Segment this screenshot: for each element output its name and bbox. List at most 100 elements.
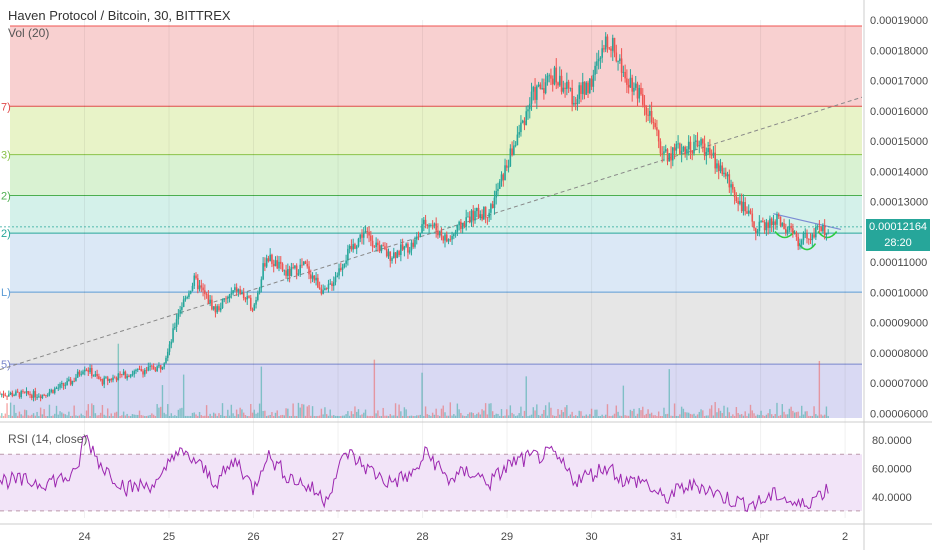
- volume-bar: [596, 409, 598, 418]
- volume-bar: [68, 411, 70, 418]
- volume-bar: [322, 414, 324, 418]
- volume-bar: [304, 415, 307, 418]
- candle: [361, 234, 363, 238]
- candle: [474, 211, 476, 221]
- candle: [106, 377, 109, 381]
- volume-indicator-label[interactable]: Vol (20): [8, 26, 50, 40]
- candle: [453, 234, 455, 237]
- candle: [4, 395, 7, 397]
- volume-bar: [578, 410, 580, 418]
- volume-bar: [394, 403, 397, 418]
- candle: [558, 75, 561, 86]
- volume-bar: [371, 415, 374, 418]
- candle: [341, 267, 344, 270]
- candle: [823, 225, 826, 235]
- candle: [802, 233, 805, 241]
- candle: [45, 394, 47, 396]
- volume-bar: [566, 405, 568, 418]
- volume-bar: [633, 408, 635, 418]
- candle: [124, 371, 127, 379]
- candle: [527, 109, 529, 112]
- candle: [135, 369, 137, 372]
- volume-bar: [193, 412, 195, 418]
- fib-level-label: L): [1, 287, 11, 299]
- candle: [815, 226, 817, 238]
- candle: [470, 210, 473, 223]
- candle: [389, 251, 392, 261]
- candle: [355, 246, 358, 249]
- volume-bar: [128, 415, 130, 418]
- volume-bar: [359, 415, 361, 418]
- candle: [800, 240, 803, 245]
- candle: [382, 245, 384, 247]
- volume-bar: [251, 412, 254, 418]
- time-tick-label: 25: [163, 531, 175, 543]
- volume-bar: [246, 415, 248, 418]
- candle: [246, 296, 249, 300]
- candlesticks: [0, 32, 829, 402]
- volume-bar: [617, 411, 619, 418]
- candle: [700, 139, 702, 146]
- volume-bar: [331, 415, 333, 418]
- volume-bar: [121, 415, 123, 418]
- volume-bar: [398, 404, 400, 418]
- candle: [421, 224, 423, 233]
- fibonacci-retracement: 7) 3) 2) 2) L) 5): [1, 25, 862, 418]
- candle: [818, 226, 821, 228]
- volume-bar: [257, 412, 259, 418]
- volume-bar: [740, 414, 743, 418]
- volume-bar: [416, 415, 418, 418]
- volume-bar: [168, 415, 171, 418]
- candle: [306, 263, 309, 267]
- candle: [338, 268, 340, 276]
- candle: [91, 368, 93, 376]
- candle: [597, 58, 600, 62]
- volume-bar: [350, 411, 353, 418]
- volume-bar: [370, 415, 372, 418]
- volume-bar: [345, 414, 347, 418]
- volume-bar: [89, 415, 91, 418]
- candle: [264, 263, 266, 267]
- candle: [509, 148, 512, 167]
- candle: [827, 232, 829, 234]
- candle: [309, 274, 312, 279]
- volume-bar: [174, 415, 176, 418]
- volume-bar: [75, 415, 77, 418]
- rsi-indicator-label[interactable]: RSI (14, close): [8, 432, 88, 446]
- candle: [364, 231, 367, 233]
- volume-bar: [721, 413, 723, 418]
- candle: [779, 216, 782, 226]
- candle: [603, 48, 605, 50]
- volume-bar: [294, 415, 296, 418]
- candle: [345, 260, 347, 264]
- volume-bar: [338, 415, 340, 418]
- volume-bar: [822, 415, 824, 418]
- volume-bar: [749, 404, 752, 418]
- candle: [191, 285, 194, 291]
- volume-bar: [529, 415, 531, 418]
- candle: [465, 217, 467, 227]
- volume-bar: [772, 415, 775, 418]
- volume-bar: [167, 404, 169, 418]
- volume-bar: [39, 407, 42, 418]
- volume-bar: [672, 415, 674, 418]
- volume-bar: [622, 385, 625, 418]
- volume-bar: [329, 409, 331, 418]
- volume-bar: [642, 406, 644, 418]
- fib-zone: [10, 106, 862, 155]
- candle: [567, 81, 570, 89]
- volume-bar: [126, 413, 128, 418]
- volume-bar: [500, 409, 503, 418]
- trendlines[interactable]: [0, 96, 863, 371]
- volume-bar: [280, 415, 282, 418]
- candle: [209, 299, 211, 304]
- candle: [188, 293, 190, 298]
- volume-bar: [135, 414, 137, 418]
- candle: [431, 225, 434, 226]
- candle: [108, 378, 111, 381]
- candle: [475, 207, 478, 212]
- candle: [269, 254, 271, 262]
- volume-bar: [652, 415, 655, 418]
- candle: [267, 258, 270, 262]
